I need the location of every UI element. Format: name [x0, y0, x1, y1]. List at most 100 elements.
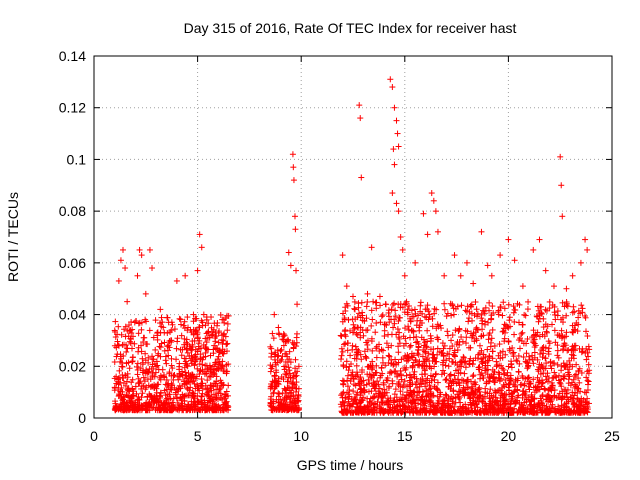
data-point: [197, 345, 204, 352]
data-point: [222, 315, 229, 322]
y-axis-ticks: 0 0.02 0.04 0.06 0.08 0.1 0.12 0.14: [59, 48, 612, 426]
data-point: [584, 332, 591, 339]
data-point: [424, 327, 431, 334]
data-point: [168, 372, 175, 379]
data-point: [388, 306, 395, 313]
data-point: [484, 262, 491, 269]
data-point: [138, 252, 145, 259]
data-point: [268, 353, 275, 360]
data-point: [390, 324, 397, 331]
data-point: [171, 371, 178, 378]
data-point: [176, 382, 183, 389]
data-point: [184, 401, 191, 408]
data-point: [463, 259, 470, 266]
data-point: [467, 302, 474, 309]
data-point: [389, 377, 396, 384]
data-point: [145, 369, 152, 376]
data-point: [124, 386, 131, 393]
data-point: [131, 340, 138, 347]
data-point: [281, 394, 288, 401]
data-point: [138, 385, 145, 392]
data-point: [193, 328, 200, 335]
data-point: [358, 174, 365, 181]
data-point: [119, 388, 126, 395]
data-point: [111, 359, 118, 366]
data-point: [223, 388, 230, 395]
data-point: [443, 376, 450, 383]
data-point: [486, 299, 493, 306]
data-point: [199, 390, 206, 397]
data-point: [582, 236, 589, 243]
data-point: [149, 353, 156, 360]
data-point: [573, 361, 580, 368]
data-point: [467, 344, 474, 351]
data-point: [442, 362, 449, 369]
data-point: [274, 347, 281, 354]
data-point: [194, 348, 201, 355]
data-point: [290, 344, 297, 351]
data-point: [125, 322, 132, 329]
data-point: [268, 403, 275, 410]
data-point: [287, 359, 294, 366]
data-point: [181, 318, 188, 325]
data-point: [112, 398, 119, 405]
data-point: [279, 390, 286, 397]
data-point: [192, 403, 199, 410]
data-point: [176, 315, 183, 322]
data-point: [198, 244, 205, 251]
data-point: [469, 373, 476, 380]
data-point: [277, 347, 284, 354]
data-point: [134, 360, 141, 367]
data-point: [217, 404, 224, 411]
data-point: [157, 344, 164, 351]
data-point: [203, 362, 210, 369]
data-point: [186, 387, 193, 394]
data-point: [427, 332, 434, 339]
data-point: [180, 393, 187, 400]
data-point: [461, 370, 468, 377]
data-point: [430, 197, 437, 204]
data-point: [381, 327, 388, 334]
data-point: [224, 340, 231, 347]
data-point: [465, 318, 472, 325]
data-point: [395, 143, 402, 150]
data-point: [275, 324, 282, 331]
data-point: [390, 146, 397, 153]
data-point: [288, 393, 295, 400]
data-point: [204, 329, 211, 336]
data-point: [416, 327, 423, 334]
data-point: [135, 393, 142, 400]
data-point: [139, 361, 146, 368]
data-point: [391, 104, 398, 111]
data-point: [351, 298, 358, 305]
data-point: [118, 363, 125, 370]
data-point: [382, 301, 389, 308]
data-point: [149, 405, 156, 412]
data-point: [144, 376, 151, 383]
x-tick-label: 5: [194, 428, 202, 444]
data-point: [569, 272, 576, 279]
data-point: [154, 352, 161, 359]
data-point: [146, 392, 153, 399]
data-point: [203, 330, 210, 337]
data-point: [551, 309, 558, 316]
data-point: [286, 356, 293, 363]
data-point: [268, 383, 275, 390]
data-point: [181, 341, 188, 348]
data-point: [493, 363, 500, 370]
data-point: [176, 363, 183, 370]
data-point: [550, 283, 557, 290]
data-point: [116, 392, 123, 399]
data-point: [542, 386, 549, 393]
x-tick-label: 25: [604, 428, 620, 444]
data-point: [153, 363, 160, 370]
data-point: [292, 356, 299, 363]
data-point: [145, 400, 152, 407]
data-point: [358, 299, 365, 306]
data-point: [113, 373, 120, 380]
data-point: [209, 400, 216, 407]
y-tick-label: 0.06: [59, 255, 86, 271]
data-point: [164, 330, 171, 337]
data-point: [286, 367, 293, 374]
y-tick-label: 0.12: [59, 100, 86, 116]
